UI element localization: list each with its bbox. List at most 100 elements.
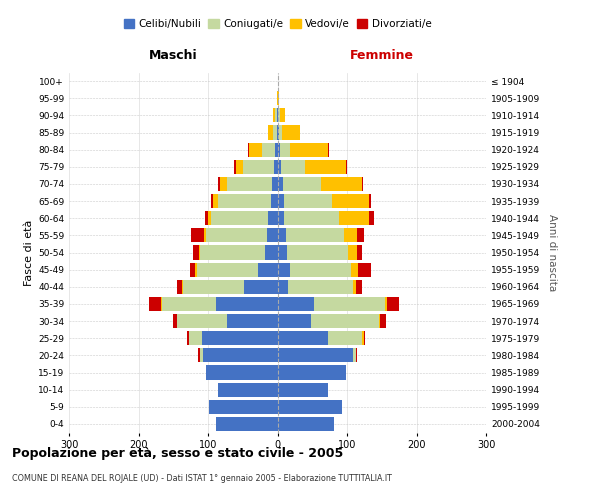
Bar xyxy=(314,297,385,311)
Bar xyxy=(328,142,329,156)
Bar xyxy=(281,160,305,174)
Bar xyxy=(274,160,277,174)
Bar xyxy=(283,126,300,140)
Bar xyxy=(220,177,227,191)
Bar xyxy=(277,142,280,156)
Bar xyxy=(236,160,243,174)
Text: Popolazione per età, sesso e stato civile - 2005: Popolazione per età, sesso e stato civil… xyxy=(12,448,343,460)
Y-axis label: Fasce di età: Fasce di età xyxy=(24,220,34,286)
Bar xyxy=(279,126,283,140)
Bar xyxy=(206,366,277,380)
Bar xyxy=(277,246,287,260)
Bar xyxy=(290,142,328,156)
Bar xyxy=(277,382,328,396)
Bar xyxy=(277,108,278,122)
Bar xyxy=(284,211,338,225)
Bar xyxy=(362,331,364,345)
Bar xyxy=(204,228,206,242)
Bar xyxy=(244,280,277,294)
Bar xyxy=(218,382,277,396)
Bar xyxy=(277,177,283,191)
Bar xyxy=(197,262,258,276)
Bar xyxy=(274,108,275,122)
Bar xyxy=(249,142,262,156)
Bar xyxy=(209,400,277,414)
Bar xyxy=(277,160,281,174)
Bar xyxy=(202,331,277,345)
Bar xyxy=(321,177,362,191)
Bar xyxy=(356,280,362,294)
Legend: Celibi/Nubili, Coniugati/e, Vedovi/e, Divorziati/e: Celibi/Nubili, Coniugati/e, Vedovi/e, Di… xyxy=(122,16,433,31)
Bar xyxy=(227,314,277,328)
Bar xyxy=(284,194,332,208)
Bar xyxy=(287,246,347,260)
Bar xyxy=(277,126,279,140)
Bar xyxy=(277,348,353,362)
Bar xyxy=(203,348,277,362)
Bar xyxy=(277,331,328,345)
Bar xyxy=(271,194,277,208)
Bar xyxy=(311,314,379,328)
Bar xyxy=(272,177,277,191)
Bar xyxy=(213,194,218,208)
Bar xyxy=(344,228,358,242)
Bar xyxy=(358,228,364,242)
Bar xyxy=(278,108,280,122)
Bar xyxy=(277,228,286,242)
Bar xyxy=(368,211,374,225)
Bar xyxy=(268,211,277,225)
Bar xyxy=(275,142,277,156)
Bar xyxy=(277,211,284,225)
Bar xyxy=(190,262,196,276)
Text: Femmine: Femmine xyxy=(350,49,414,62)
Bar xyxy=(235,160,236,174)
Bar xyxy=(277,262,290,276)
Bar xyxy=(199,246,200,260)
Bar xyxy=(305,160,346,174)
Bar xyxy=(205,211,208,225)
Bar xyxy=(258,262,277,276)
Text: COMUNE DI REANA DEL ROJALE (UD) - Dati ISTAT 1° gennaio 2005 - Elaborazione TUTT: COMUNE DI REANA DEL ROJALE (UD) - Dati I… xyxy=(12,474,392,483)
Bar xyxy=(380,314,386,328)
Bar xyxy=(149,297,161,311)
Bar xyxy=(211,194,213,208)
Y-axis label: Anni di nascita: Anni di nascita xyxy=(547,214,557,291)
Bar xyxy=(368,194,371,208)
Bar xyxy=(265,246,277,260)
Bar xyxy=(193,246,199,260)
Bar xyxy=(280,108,285,122)
Bar xyxy=(386,297,399,311)
Bar xyxy=(283,177,321,191)
Bar xyxy=(243,160,274,174)
Bar xyxy=(188,331,202,345)
Bar xyxy=(218,194,271,208)
Bar xyxy=(277,91,279,105)
Bar xyxy=(196,262,197,276)
Bar xyxy=(267,228,277,242)
Bar xyxy=(277,280,288,294)
Bar xyxy=(277,194,284,208)
Bar xyxy=(275,108,277,122)
Bar xyxy=(162,297,217,311)
Bar xyxy=(379,314,380,328)
Bar xyxy=(206,228,267,242)
Bar xyxy=(385,297,386,311)
Bar xyxy=(177,280,182,294)
Bar xyxy=(288,280,353,294)
Bar xyxy=(280,142,290,156)
Bar xyxy=(178,314,227,328)
Bar xyxy=(362,177,363,191)
Bar xyxy=(358,262,371,276)
Bar xyxy=(268,126,274,140)
Bar xyxy=(248,142,249,156)
Bar xyxy=(338,211,368,225)
Bar xyxy=(277,366,346,380)
Bar xyxy=(353,280,356,294)
Bar xyxy=(332,194,368,208)
Bar xyxy=(328,331,362,345)
Bar xyxy=(198,348,200,362)
Bar xyxy=(364,331,365,345)
Bar xyxy=(218,177,220,191)
Bar xyxy=(208,211,211,225)
Bar xyxy=(187,331,188,345)
